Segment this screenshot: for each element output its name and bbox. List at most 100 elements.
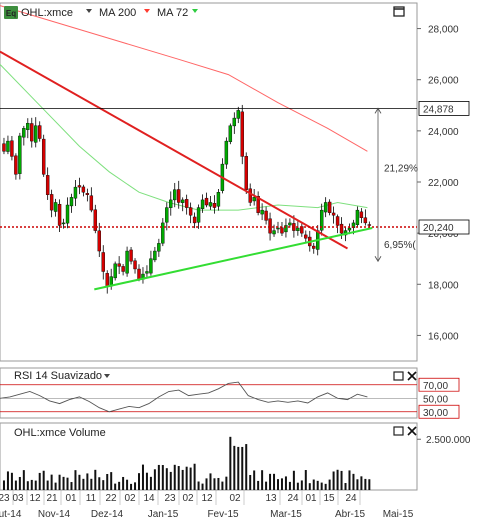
- current-price-label: 20,240: [423, 223, 454, 234]
- candle-body: [355, 209, 360, 225]
- candle-body: [2, 143, 6, 152]
- volume-bar: [197, 481, 200, 490]
- rsi-level-box: [418, 404, 460, 419]
- candle-body: [244, 156, 248, 190]
- volume-bar: [165, 468, 168, 490]
- x-day-label: 01: [65, 493, 77, 504]
- ma200-dropdown-icon[interactable]: [144, 9, 150, 13]
- candle-body: [10, 140, 14, 157]
- candle-body: [49, 194, 54, 211]
- volume-maximize-icon[interactable]: [393, 426, 404, 436]
- candle-body: [89, 195, 94, 211]
- volume-bar: [316, 480, 319, 490]
- candle-body: [216, 192, 221, 207]
- candle-body: [22, 128, 26, 138]
- current-price-box: [418, 219, 470, 235]
- volume-close-icon[interactable]: [407, 426, 417, 436]
- candle-body: [304, 234, 308, 239]
- candle-body: [133, 260, 137, 270]
- x-month-label: Nov-14: [38, 509, 71, 520]
- candle-body: [248, 188, 252, 203]
- x-day-labels: 23 03 12 21 01 11 22 02 14 23 02 12 02 13 24 01 15 24: [0, 490, 361, 505]
- volume-bar: [10, 472, 13, 490]
- candle-body: [200, 199, 205, 209]
- candle-body: [268, 218, 272, 234]
- x-day-label: 15: [323, 493, 335, 504]
- ma72-dropdown-icon[interactable]: [192, 9, 198, 13]
- candle-body: [41, 138, 46, 175]
- price-tick-label: 16,000: [428, 331, 459, 342]
- volume-bar: [58, 474, 61, 490]
- rsi-maximize-icon[interactable]: [393, 371, 404, 381]
- volume-bar: [145, 472, 148, 490]
- candle-body: [288, 222, 292, 226]
- volume-bar: [122, 476, 125, 490]
- candle-body: [14, 155, 18, 175]
- volume-bar: [74, 470, 77, 490]
- x-month-labels: ut-14 Nov-14 Dez-14 Jan-15 Fev-15 Mar-15 Abr-1…: [0, 509, 414, 520]
- volume-bar: [288, 481, 291, 490]
- volume-bar: [221, 481, 224, 490]
- price-tick-label: 22,000: [428, 178, 459, 189]
- candle-body: [137, 268, 141, 280]
- candle-body: [125, 250, 129, 274]
- volume-bar: [157, 464, 160, 490]
- volume-bar: [312, 479, 315, 490]
- x-day-label: 02: [229, 493, 241, 504]
- x-day-label: 02: [182, 493, 194, 504]
- candle-body: [204, 197, 209, 206]
- candle-body: [363, 217, 368, 224]
- volume-bar: [42, 470, 45, 490]
- candle-body: [280, 227, 284, 234]
- price-tick-label: 20,000: [428, 229, 459, 240]
- volume-bar: [54, 482, 57, 490]
- candle-body: [276, 227, 280, 230]
- x-day-label: 21: [46, 493, 58, 504]
- volume-bar: [106, 473, 109, 490]
- ma200-label[interactable]: MA 200: [99, 7, 136, 19]
- candle-body: [145, 271, 149, 274]
- candle-body: [208, 202, 213, 207]
- volume-bar: [280, 478, 283, 490]
- candle-body: [97, 230, 101, 252]
- candle-body: [256, 195, 260, 213]
- x-day-label: 24: [287, 493, 299, 504]
- volume-bar: [62, 476, 65, 490]
- x-axis: 23 03 12 21 01 11 22 02 14 23 02 12 02 13 24 01 15 24 ut-…: [0, 490, 414, 520]
- symbol-label[interactable]: OHL:xmce: [21, 7, 73, 19]
- volume-bar: [6, 471, 9, 490]
- x-day-label: 02: [124, 493, 136, 504]
- volume-bar: [169, 471, 172, 490]
- candle-body: [165, 207, 169, 223]
- volume-bar: [292, 470, 295, 490]
- volume-bar: [149, 476, 152, 490]
- rsi-close-icon[interactable]: [407, 371, 417, 381]
- ma72-label[interactable]: MA 72: [157, 7, 188, 19]
- volume-bar: [161, 465, 164, 490]
- volume-bar: [213, 478, 216, 490]
- moving-averages: [0, 5, 368, 211]
- price-levels: 24,878 20,240: [0, 101, 470, 235]
- candle-body: [161, 222, 165, 244]
- price-panel-maximize-button[interactable]: [393, 6, 405, 17]
- volume-bar: [233, 445, 236, 490]
- volume-bar: [126, 479, 129, 490]
- volume-bar: [181, 469, 184, 490]
- volume-bar: [229, 436, 232, 490]
- volume-bar: [304, 470, 307, 490]
- candle-body: [105, 273, 109, 288]
- candle-body: [272, 230, 276, 235]
- volume-bar: [110, 472, 113, 490]
- eq-badge-box[interactable]: [4, 6, 18, 19]
- candle-body: [113, 263, 117, 279]
- rsi-panel-frame: [0, 367, 418, 419]
- x-day-label: 24: [345, 493, 357, 504]
- volume-bar: [26, 481, 29, 490]
- x-day-label: 14: [143, 493, 155, 504]
- volume-bar: [209, 473, 212, 490]
- rsi-dropdown-icon[interactable]: [104, 374, 110, 378]
- maximize-icon[interactable]: [393, 6, 405, 17]
- rsi-title[interactable]: RSI 14 Suavizado: [14, 370, 102, 382]
- candle-body: [228, 125, 233, 142]
- symbol-dropdown-icon[interactable]: [86, 9, 92, 13]
